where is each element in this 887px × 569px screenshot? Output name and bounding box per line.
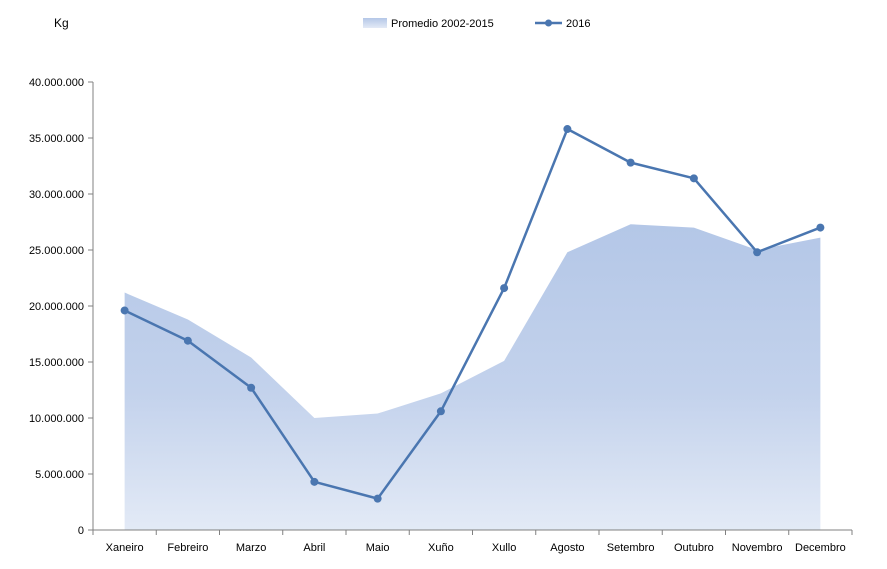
x-tick-label: Decembro xyxy=(795,542,846,554)
data-point-2016 xyxy=(373,494,382,503)
x-tick-label: Xuño xyxy=(428,542,454,554)
plot-area: 0 5.000.000 10.000.000 15.000.000 20.000.000… xyxy=(29,77,853,554)
y-tick-label: 10.000.000 xyxy=(29,413,84,425)
data-point-2016 xyxy=(436,407,445,416)
y-axis-unit: Kg xyxy=(54,16,69,30)
y-tick-label: 15.000.000 xyxy=(29,357,84,369)
x-tick-label: Xullo xyxy=(492,542,516,554)
x-tick-label: Xaneiro xyxy=(106,542,144,554)
legend-label-line: 2016 xyxy=(566,18,590,30)
line-series-2016 xyxy=(124,127,821,500)
x-tick-label: Novembro xyxy=(732,542,783,554)
y-tick-label: 35.000.000 xyxy=(29,133,84,145)
data-point-2016 xyxy=(816,223,825,232)
data-point-2016 xyxy=(183,336,192,345)
y-tick-label: 25.000.000 xyxy=(29,245,84,257)
x-tick-label: Marzo xyxy=(236,542,267,554)
x-tick-label: Maio xyxy=(366,542,390,554)
y-tick-label: 30.000.000 xyxy=(29,189,84,201)
legend-swatch-area xyxy=(363,18,387,28)
x-tick-label: Setembro xyxy=(607,542,655,554)
legend-label-area: Promedio 2002-2015 xyxy=(391,18,494,30)
data-point-2016 xyxy=(120,306,129,315)
y-tick-label: 20.000.000 xyxy=(29,301,84,313)
x-tick-label: Febreiro xyxy=(167,542,208,554)
area-series-promedio xyxy=(124,224,821,531)
y-tick-label: 40.000.000 xyxy=(29,77,84,89)
x-tick-label: Abril xyxy=(303,542,325,554)
y-tick-label: 0 xyxy=(78,525,84,537)
data-point-2016 xyxy=(753,248,762,257)
x-tick-label: Outubro xyxy=(674,542,714,554)
data-point-2016 xyxy=(310,477,319,486)
data-point-2016 xyxy=(689,174,698,183)
data-point-2016 xyxy=(626,158,635,167)
legend: Promedio 2002-2015 2016 xyxy=(363,18,590,30)
data-point-2016 xyxy=(500,284,509,293)
y-tick-label: 5.000.000 xyxy=(35,469,84,481)
data-point-2016 xyxy=(563,125,572,134)
data-point-2016 xyxy=(247,383,256,392)
legend-swatch-marker xyxy=(545,19,552,27)
x-tick-label: Agosto xyxy=(550,542,584,554)
